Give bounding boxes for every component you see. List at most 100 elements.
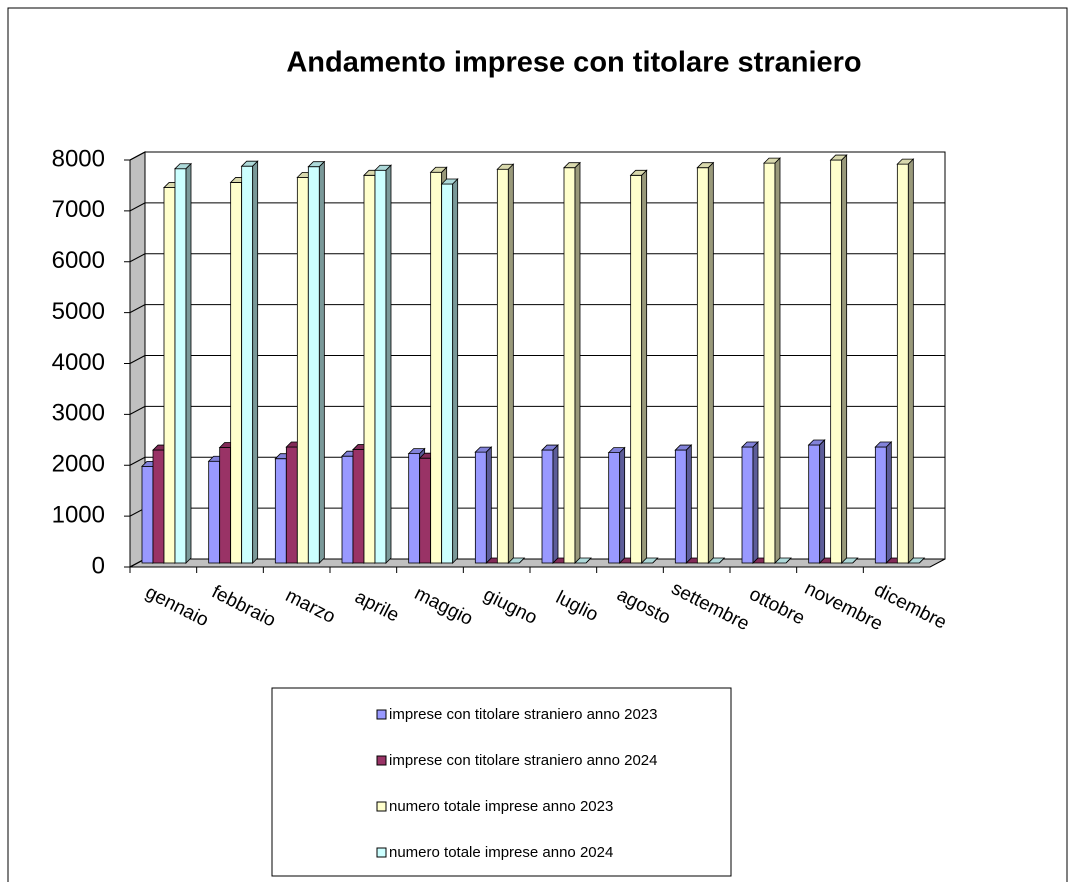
chart-title: Andamento imprese con titolare straniero <box>286 47 861 79</box>
bar-front <box>608 452 621 564</box>
y-tick-label: 2000 <box>52 451 105 478</box>
y-tick-label: 6000 <box>52 247 105 274</box>
bar <box>563 161 581 564</box>
bar-side <box>885 441 892 564</box>
bar <box>507 557 526 564</box>
bar-side <box>585 557 592 564</box>
bar <box>696 161 715 564</box>
legend-label: numero totale imprese anno 2024 <box>389 844 613 861</box>
bar-front <box>296 176 309 564</box>
grid-line <box>129 151 146 161</box>
bar <box>829 154 848 564</box>
bar-front <box>285 446 298 564</box>
bar-side <box>452 178 459 564</box>
bar-front <box>374 169 387 564</box>
bar <box>674 444 693 564</box>
bar <box>741 441 759 564</box>
bar-side <box>507 163 514 564</box>
grid-line <box>129 304 146 314</box>
bar-side <box>318 160 325 564</box>
bar-side <box>641 169 648 564</box>
bar-front <box>363 174 376 564</box>
bar-front <box>741 446 754 564</box>
bar <box>874 441 893 564</box>
bar <box>640 557 659 564</box>
bar-front <box>674 449 687 564</box>
bar-front <box>141 465 154 564</box>
bar-side <box>485 446 492 564</box>
legend-swatch <box>376 847 387 858</box>
legend-label: numero totale imprese anno 2023 <box>389 798 613 815</box>
legend-swatch <box>376 709 387 720</box>
bar-side <box>252 160 259 564</box>
y-tick-label: 1000 <box>52 501 105 528</box>
legend <box>271 687 732 877</box>
bar-front <box>230 182 243 564</box>
bar <box>374 164 392 564</box>
grid-line <box>129 253 146 263</box>
bar <box>496 163 515 564</box>
bar <box>774 557 792 564</box>
y-tick-label: 0 <box>92 552 105 579</box>
bar <box>541 444 559 564</box>
bar-side <box>685 444 692 564</box>
bar <box>807 439 826 564</box>
y-tick-label: 8000 <box>52 145 105 172</box>
bar-front <box>474 451 487 564</box>
bar-front <box>419 457 432 564</box>
bar-side <box>385 164 392 564</box>
bar-front <box>408 453 421 564</box>
bar-front <box>441 183 454 564</box>
bar <box>707 557 726 564</box>
bar-front <box>241 165 254 564</box>
y-tick-label: 5000 <box>52 298 105 325</box>
bar-front <box>219 447 232 564</box>
y-tick-label: 3000 <box>52 400 105 427</box>
bar-front <box>274 458 287 564</box>
bar-side <box>752 441 759 564</box>
bar-front <box>563 167 576 564</box>
legend-label: imprese con titolare straniero anno 2024 <box>389 752 658 769</box>
bar-side <box>774 157 781 564</box>
bar-side <box>707 161 714 564</box>
bar <box>840 557 859 564</box>
legend-label: imprese con titolare straniero anno 2023 <box>389 706 658 723</box>
bar-front <box>808 444 821 564</box>
bar-side <box>919 557 925 564</box>
bar-front <box>496 168 509 564</box>
bar <box>240 160 259 564</box>
bar-front <box>763 162 776 564</box>
bar-front <box>541 449 554 564</box>
bar <box>629 169 648 564</box>
bar-side <box>841 154 848 564</box>
bar-side <box>785 557 792 564</box>
legend-swatch <box>376 755 387 766</box>
bar-side <box>652 557 658 564</box>
bar-side <box>574 161 581 564</box>
bar-side <box>719 557 725 564</box>
bar-front <box>630 174 643 564</box>
bar-side <box>819 439 826 564</box>
bar <box>574 557 592 564</box>
bar-front <box>174 168 187 564</box>
bar <box>440 178 459 564</box>
legend-swatch <box>376 801 387 812</box>
grid-line <box>129 355 146 364</box>
bar <box>763 157 781 564</box>
bar-side <box>519 557 525 564</box>
bar-front <box>208 460 221 564</box>
bar <box>907 557 926 564</box>
bar <box>607 446 626 564</box>
bar-front <box>352 449 365 564</box>
bar-front <box>430 171 443 564</box>
bar-side <box>185 162 192 564</box>
bar-front <box>307 166 320 564</box>
bar-side <box>619 446 626 564</box>
bar <box>174 162 192 564</box>
bar-front <box>830 159 843 564</box>
bar <box>474 446 493 564</box>
bar-front <box>874 446 887 564</box>
y-tick-label: 4000 <box>52 349 105 376</box>
bar-front <box>163 187 176 564</box>
